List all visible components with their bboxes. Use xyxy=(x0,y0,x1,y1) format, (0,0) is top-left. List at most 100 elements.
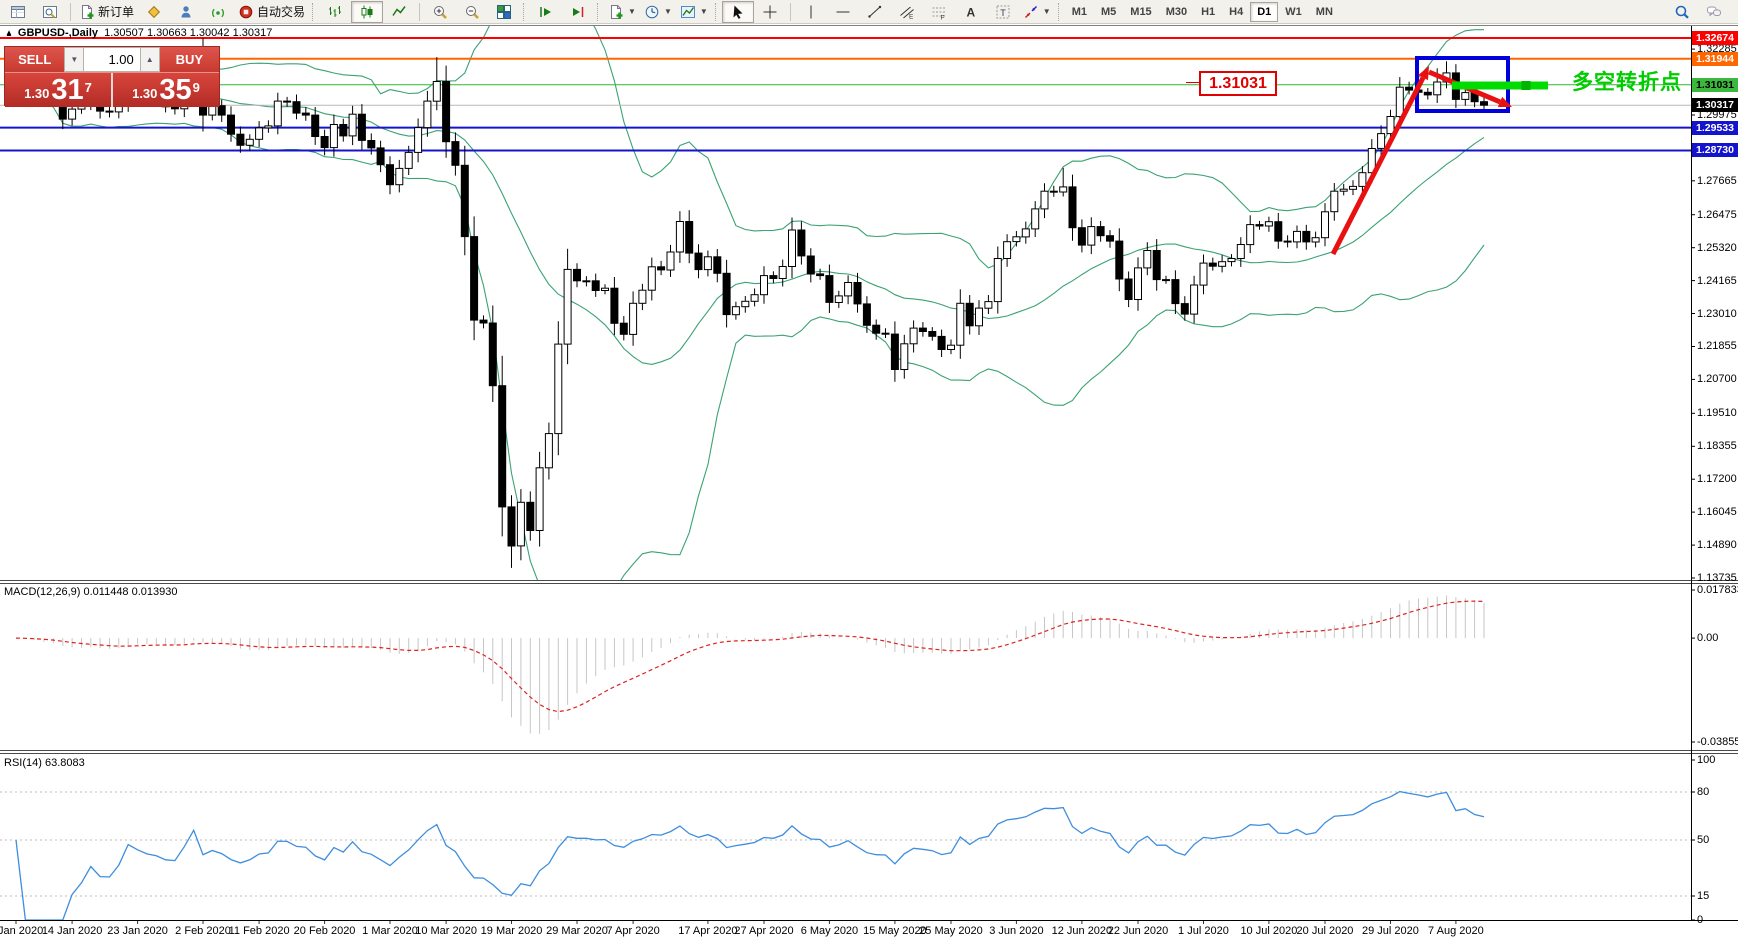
chat-button[interactable] xyxy=(1698,1,1730,23)
toolbar-grip xyxy=(597,2,601,21)
fibo-icon: F xyxy=(932,7,946,20)
timeframe-m5-button[interactable]: M5 xyxy=(1101,5,1117,18)
autotrading-button[interactable]: 自动交易 xyxy=(234,1,309,23)
periods-button[interactable]: ▼ xyxy=(640,1,676,23)
toolbar-grip xyxy=(714,2,719,21)
sell-price[interactable]: 1.30 31 7 xyxy=(5,73,113,107)
dropdown-arrow-icon: ▼ xyxy=(699,7,708,16)
date-tick-label: 20 Jul 2020 xyxy=(1296,925,1354,937)
market-watch-button[interactable] xyxy=(2,1,34,23)
trendline-button[interactable] xyxy=(859,1,891,23)
date-tick-label: 25 May 2020 xyxy=(919,925,983,937)
person-icon xyxy=(181,5,191,17)
timeframe-w1-button[interactable]: W1 xyxy=(1285,5,1302,18)
date-axis[interactable] xyxy=(0,921,1738,946)
tile-windows-button[interactable] xyxy=(488,1,520,23)
fibonacci-button[interactable]: F xyxy=(923,1,955,23)
price-tick-label: 1.20700 xyxy=(1697,373,1737,386)
chart-collapse-icon[interactable]: ▲ xyxy=(5,29,13,38)
crosshair-button[interactable] xyxy=(754,1,786,23)
date-tick-label: 1 Mar 2020 xyxy=(362,925,418,937)
volume-increase-button[interactable]: ▲ xyxy=(139,47,160,72)
zoom-out-button[interactable] xyxy=(456,1,488,23)
metaeditor-button[interactable] xyxy=(138,1,170,23)
date-tick-label: 19 Mar 2020 xyxy=(480,925,543,937)
date-tick-label: 7 Aug 2020 xyxy=(1428,925,1484,937)
toolbar-separator xyxy=(70,2,71,21)
price-callout-label[interactable]: 1.31031 xyxy=(1199,71,1277,96)
date-tick-label: 20 Feb 2020 xyxy=(293,925,356,937)
timeframe-d1-button[interactable]: D1 xyxy=(1250,1,1279,22)
dropdown-arrow-icon: ▼ xyxy=(628,7,636,16)
timeframe-m15-button[interactable]: M15 xyxy=(1130,5,1152,18)
zoom-in-button[interactable] xyxy=(424,1,456,23)
horizontal-line-button[interactable] xyxy=(827,1,859,23)
price-axis[interactable] xyxy=(1692,26,1738,920)
data-window-button[interactable] xyxy=(34,1,66,23)
date-tick-label: 6 Jan 2020 xyxy=(0,925,44,937)
community-button[interactable] xyxy=(170,1,202,23)
timeframe-mn-button[interactable]: MN xyxy=(1315,5,1333,18)
timeframe-h1-button[interactable]: H1 xyxy=(1201,5,1216,18)
svg-text:F: F xyxy=(940,14,944,20)
candlestick-chart-button[interactable] xyxy=(351,0,384,23)
hline-icon xyxy=(836,11,850,12)
line-chart-button[interactable] xyxy=(383,1,415,23)
turning-point-annotation[interactable]: 多空转折点 xyxy=(1572,71,1682,94)
timeframe-m1-button[interactable]: M1 xyxy=(1071,5,1087,18)
arrows-button[interactable]: ▼ xyxy=(1019,1,1055,23)
price-line-label: 1.28730 xyxy=(1692,143,1738,158)
macd-axis-label: 0.017833 xyxy=(1697,584,1738,596)
rsi-axis-label: 50 xyxy=(1697,834,1710,846)
volume-decrease-button[interactable]: ▼ xyxy=(64,47,85,72)
date-tick-label: 27 Apr 2020 xyxy=(734,925,794,937)
templates-button[interactable]: ▼ xyxy=(676,1,712,23)
price-line-label: 1.29533 xyxy=(1692,120,1738,135)
label-button[interactable]: T xyxy=(987,1,1019,23)
autotrade-icon xyxy=(239,5,253,18)
vertical-line-button[interactable] xyxy=(795,1,827,23)
vline-icon xyxy=(810,5,812,18)
trade-panel-collapse-icon[interactable]: ▲ xyxy=(5,28,13,37)
autotrading-button-label: 自动交易 xyxy=(257,5,306,19)
cursor-icon xyxy=(733,5,743,19)
timeframe-h4-button[interactable]: H4 xyxy=(1229,5,1244,18)
buy-button[interactable]: BUY xyxy=(159,47,220,72)
sell-button[interactable]: SELL xyxy=(5,47,65,72)
toolbar-separator xyxy=(419,2,421,21)
news-button[interactable] xyxy=(202,1,234,23)
diamond-icon xyxy=(147,5,161,18)
auto-scroll-button[interactable] xyxy=(530,1,562,23)
price-tick-label: 1.16045 xyxy=(1697,506,1737,519)
clock-icon xyxy=(645,5,659,18)
macd-pane[interactable] xyxy=(0,584,1691,750)
arrows-icon xyxy=(1024,5,1037,18)
price-chart-pane[interactable] xyxy=(0,26,1691,580)
symbol-period-label: GBPUSD-,Daily xyxy=(17,27,98,39)
text-button[interactable]: A xyxy=(955,1,987,23)
linechart-icon xyxy=(392,5,406,16)
bar-chart-button[interactable] xyxy=(319,1,351,23)
autoscroll-icon xyxy=(540,6,552,17)
channel-button[interactable]: E xyxy=(891,1,923,23)
docplus-icon xyxy=(611,4,623,19)
new-order-button[interactable]: 新订单 xyxy=(75,1,138,23)
chartshift-icon xyxy=(573,6,584,17)
buy-price[interactable]: 1.30 35 9 xyxy=(113,73,219,107)
zoomout-icon xyxy=(466,5,479,19)
dropdown-arrow-icon: ▼ xyxy=(663,7,672,16)
date-tick-label: 2 Feb 2020 xyxy=(175,925,231,937)
cursor-button[interactable] xyxy=(721,0,754,23)
date-tick-label: 7 Apr 2020 xyxy=(606,925,660,937)
chart-shift-button[interactable] xyxy=(562,1,594,23)
search-button[interactable] xyxy=(1666,1,1698,23)
date-tick-label: 23 Jan 2020 xyxy=(107,925,168,937)
indicators-button[interactable]: ▼ xyxy=(604,1,640,23)
price-line-label: 1.31031 xyxy=(1692,77,1738,92)
volume-input[interactable]: 1.00 xyxy=(84,47,140,72)
date-tick-label: 14 Jan 2020 xyxy=(41,925,103,937)
rsi-axis-label: 80 xyxy=(1697,786,1710,798)
timeframe-m30-button[interactable]: M30 xyxy=(1165,5,1188,18)
rsi-pane[interactable] xyxy=(0,754,1691,920)
toolbar-right-group xyxy=(1666,1,1730,23)
